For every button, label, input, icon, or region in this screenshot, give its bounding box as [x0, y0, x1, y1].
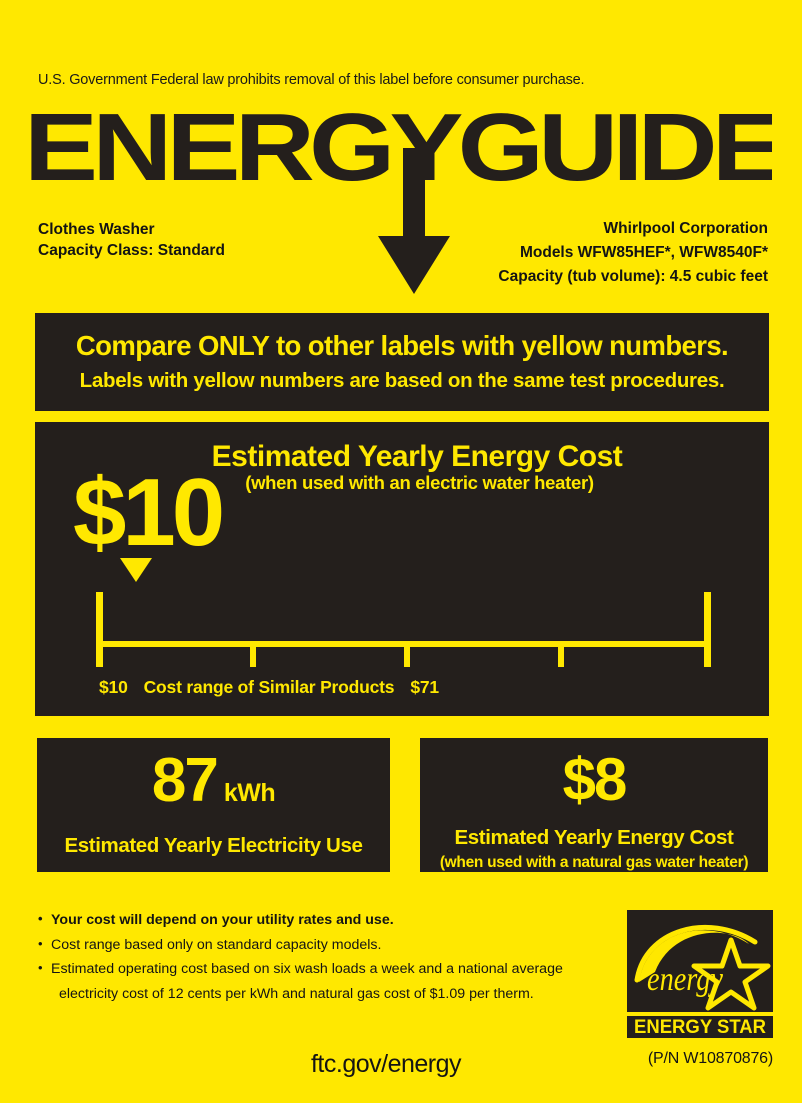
estimated-yearly-electricity-use-box: 87 kWh Estimated Yearly Electricity Use: [37, 738, 390, 872]
footnote-1: Your cost will depend on your utility ra…: [38, 907, 618, 933]
electricity-value-row: 87 kWh: [151, 746, 276, 815]
svg-text:ENERGY STAR: ENERGY STAR: [634, 1017, 766, 1038]
main-panel-subtitle: (when used with an electric water heater…: [245, 472, 594, 493]
legal-notice: U.S. Government Federal law prohibits re…: [38, 72, 585, 88]
svg-text:energy: energy: [647, 961, 724, 998]
cost-range-scale: [35, 422, 769, 716]
product-type: Clothes Washer: [38, 221, 155, 238]
cost-position-marker-icon: [120, 558, 152, 582]
compare-line-1: Compare ONLY to other labels with yellow…: [75, 329, 729, 361]
capacity-class: Capacity Class: Standard: [38, 242, 225, 259]
footnote-2: Cost range based only on standard capaci…: [38, 932, 618, 958]
compare-line-2: Labels with yellow numbers are based on …: [79, 368, 725, 392]
cost-range-caption: $10 Cost range of Similar Products $71: [97, 677, 441, 698]
gas-cost-value: $8: [562, 746, 628, 813]
header-left: Clothes Washer Capacity Class: Standard: [38, 219, 225, 261]
ftc-url[interactable]: ftc.gov/energy: [310, 1050, 462, 1078]
footnotes: Your cost will depend on your utility ra…: [38, 907, 618, 1006]
range-caption-text: Cost range of Similar Products: [143, 677, 395, 697]
gas-caption-line-1: Estimated Yearly Energy Cost: [454, 826, 734, 849]
annual-cost-value: $10: [73, 459, 225, 566]
range-low-value: $10: [99, 677, 128, 697]
capacity: Capacity (tub volume): 4.5 cubic feet: [498, 268, 768, 285]
electricity-value: 87: [151, 746, 219, 815]
part-number: (P/N W10870876): [647, 1050, 773, 1067]
electricity-caption: Estimated Yearly Electricity Use: [64, 834, 363, 857]
gas-caption-line-2: (when used with a natural gas water heat…: [439, 854, 749, 871]
range-high-value: $71: [410, 677, 439, 697]
down-arrow-icon: [372, 148, 456, 296]
energy-star-logo: energy ENERGY STAR: [627, 910, 773, 1038]
electricity-unit: kWh: [223, 779, 276, 807]
header-right: Whirlpool Corporation Models WFW85HEF*, …: [498, 217, 768, 289]
manufacturer: Whirlpool Corporation: [603, 220, 768, 237]
svg-text:ENERGYGUIDE: ENERGYGUIDE: [30, 100, 772, 200]
models: Models WFW85HEF*, WFW8540F*: [519, 244, 768, 261]
estimated-yearly-energy-cost-panel: Estimated Yearly Energy Cost (when used …: [35, 422, 769, 716]
energyguide-wordmark: ENERGYGUIDE: [30, 100, 772, 200]
main-panel-title: Estimated Yearly Energy Cost: [211, 440, 623, 473]
estimated-yearly-energy-cost-gas-box: $8 Estimated Yearly Energy Cost (when us…: [420, 738, 768, 872]
footnote-3-continued: electricity cost of 12 cents per kWh and…: [59, 985, 534, 1002]
footnote-3: Estimated operating cost based on six wa…: [38, 956, 618, 982]
compare-banner: Compare ONLY to other labels with yellow…: [35, 313, 769, 411]
